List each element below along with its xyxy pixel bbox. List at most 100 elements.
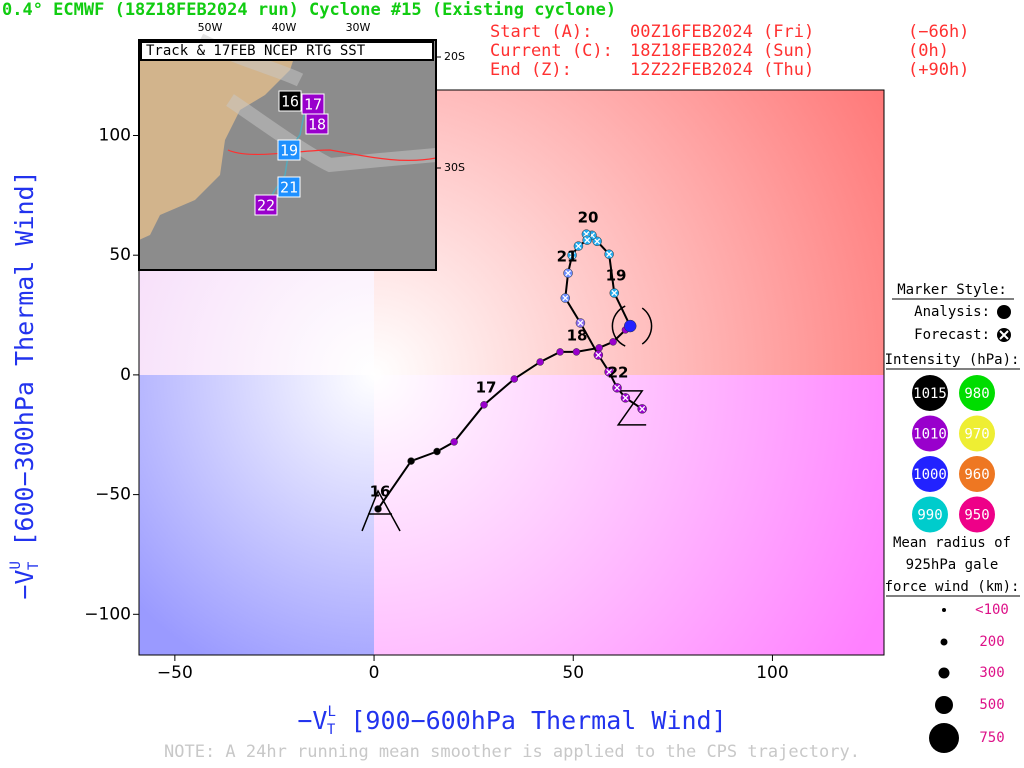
end-symbol — [616, 390, 647, 426]
analysis-point — [480, 401, 488, 409]
legend-title: Mean radius of — [893, 535, 1011, 551]
inset-marker — [254, 194, 278, 216]
inset-marker — [278, 90, 302, 112]
x-tick-label: 50 — [562, 663, 584, 683]
size-swatch — [938, 667, 950, 679]
ylabel-label-part: −V — [10, 570, 39, 600]
size-swatch — [929, 723, 959, 753]
x-tick-label: −50 — [157, 663, 193, 683]
forecast-cross — [611, 290, 618, 296]
inset-lat-label: 30S — [444, 161, 465, 174]
inset-lon-label: 50W — [198, 21, 223, 34]
inset: Track & 17FEB NCEP RTG SST — [138, 33, 437, 271]
intensity-swatch — [912, 496, 948, 533]
start-symbol — [361, 489, 401, 532]
inset-lon-label: 40W — [272, 21, 297, 34]
header-text: Start (A): — [490, 22, 592, 42]
forecast-cross — [584, 237, 591, 244]
analysis-point — [374, 505, 382, 513]
xlabel-label-part: [900−600hPa Thermal Wind] — [335, 706, 726, 735]
y-tick-label: −100 — [84, 604, 131, 624]
x-tick-label: 100 — [756, 663, 788, 683]
header-text: (+90h) — [908, 60, 969, 80]
intensity-label: 960 — [964, 467, 989, 483]
analysis-point — [572, 348, 581, 356]
inset-lon-label: 30W — [346, 21, 371, 34]
size-swatch — [935, 696, 953, 714]
day-label: 16 — [370, 483, 391, 501]
intensity-label: 1010 — [913, 427, 947, 443]
analysis-point — [595, 344, 603, 352]
legend-title: Intensity (hPa): — [885, 352, 1020, 368]
intensity-swatch — [959, 375, 995, 411]
ylabel-label: −VU T [600−300hPa Thermal Wind] — [8, 170, 42, 599]
forecast-cross — [639, 405, 646, 412]
legend-title: force wind (km): — [885, 579, 1020, 595]
day-label: 22 — [608, 364, 629, 382]
inset-marker-label: 22 — [257, 197, 275, 215]
forecast-cross — [575, 243, 582, 250]
intensity-swatch — [959, 456, 995, 492]
intensity-swatch — [912, 415, 948, 452]
size-swatch — [940, 638, 948, 646]
intensity-label: 950 — [964, 508, 989, 524]
forecast-cross — [577, 319, 584, 326]
header-text: End (Z): — [490, 60, 572, 80]
legend-analysis: Analysis: — [914, 304, 990, 320]
analysis-point — [510, 375, 519, 383]
x-tick-label: 0 — [369, 663, 380, 683]
analysis-point — [450, 438, 458, 446]
inset-marker-label: 21 — [280, 179, 298, 197]
header-text: Current (C): — [490, 41, 613, 61]
legend-forecast-cross — [999, 330, 1009, 340]
day-label: 17 — [476, 379, 497, 397]
forecast-cross — [562, 295, 569, 302]
forecast-cross — [614, 384, 621, 391]
inset-marker — [277, 139, 301, 161]
y-tick-label: 0 — [120, 365, 131, 385]
inset-marker — [277, 176, 301, 198]
analysis-point — [407, 457, 415, 465]
intensity-swatch — [959, 415, 995, 452]
legend-forecast: Forecast: — [914, 327, 990, 343]
xlabel-label-part: L — [327, 704, 335, 720]
inset-lat-label: 20S — [444, 50, 465, 63]
intensity-swatch — [912, 375, 948, 411]
intensity-swatch — [912, 456, 948, 492]
header-text: 12Z22FEB2024 (Thu) — [630, 60, 814, 80]
size-label: 750 — [979, 730, 1004, 746]
forecast-cross — [622, 394, 629, 401]
note: NOTE: A 24hr running mean smoother is ap… — [164, 742, 860, 762]
inset-marker-label: 16 — [281, 93, 299, 111]
analysis-point — [609, 338, 617, 346]
intensity-label: 980 — [964, 386, 989, 402]
forecast-cross — [606, 251, 613, 258]
ylabel-label-part: U — [8, 561, 24, 569]
intensity-swatch — [959, 496, 995, 533]
forecast-cross — [606, 368, 613, 375]
y-tick-label: 100 — [99, 125, 131, 145]
background — [138, 89, 885, 656]
day-label: 18 — [567, 327, 588, 345]
legend-analysis-dot — [997, 305, 1011, 319]
intensity-label: 1015 — [913, 386, 947, 402]
ylabel-label-part: [600−300hPa Thermal Wind] — [10, 170, 39, 561]
y-tick-label: −50 — [95, 485, 131, 505]
size-label: 500 — [979, 697, 1004, 713]
analysis-point — [433, 447, 441, 456]
forecast-cross — [595, 352, 602, 358]
size-label: <100 — [975, 602, 1009, 618]
legend-title: Marker Style: — [897, 282, 1007, 298]
size-label: 200 — [979, 634, 1004, 650]
header-text: (0h) — [908, 41, 949, 61]
size-label: 300 — [979, 665, 1004, 681]
header-title: 0.4° ECMWF (18Z18FEB2024 run) Cyclone #1… — [2, 0, 616, 20]
analysis-point — [536, 358, 544, 366]
plot: 16 17 18 19 20 21 22 — [361, 209, 653, 532]
xlabel-label-part: T — [327, 722, 336, 738]
day-label: 19 — [606, 267, 627, 285]
inset-marker-label: 17 — [304, 96, 322, 114]
xlabel-label-part: −V — [297, 706, 327, 735]
inset-marker-label: 18 — [308, 116, 326, 134]
